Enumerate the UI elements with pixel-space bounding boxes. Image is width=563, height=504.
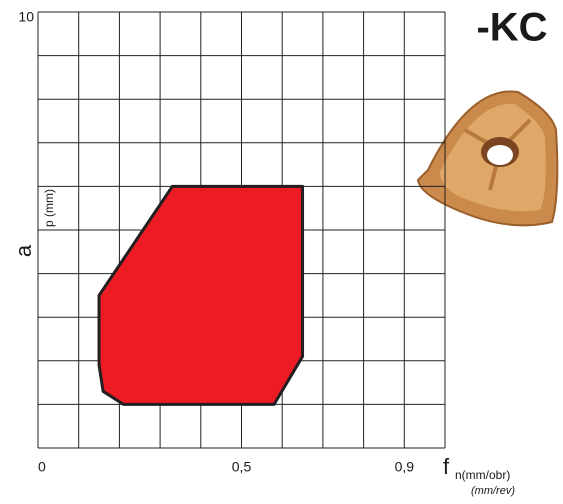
insert-image [416, 90, 559, 227]
chart-title: -KC [476, 6, 547, 50]
x-axis-note: (mm/rev) [471, 485, 515, 497]
application-region [97, 184, 305, 406]
y-tick-label: 10 [18, 9, 34, 25]
x-tick-label: 0 [38, 459, 46, 475]
y-axis-subscript: p (mm) [42, 189, 56, 227]
x-axis-subscript: n(mm/obr) [455, 468, 510, 482]
y-axis-symbol: a [11, 244, 36, 257]
x-tick-label: 0,9 [395, 459, 415, 475]
x-tick-label: 0,5 [232, 459, 252, 475]
x-axis-symbol: f [443, 454, 450, 479]
